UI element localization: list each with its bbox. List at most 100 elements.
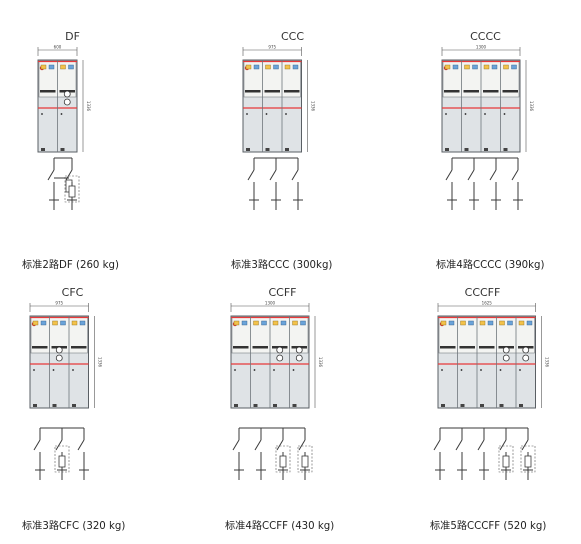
fuse-enclosure (297, 445, 313, 473)
foot-icon (41, 148, 45, 151)
indicator-icon (448, 320, 455, 326)
foot-icon (285, 148, 289, 151)
height-label: 1336 (545, 357, 550, 368)
handle-icon (41, 113, 43, 115)
single-line-diagram (445, 157, 523, 210)
indicator-icon (284, 64, 291, 70)
handle-icon (445, 113, 447, 115)
mimic-bar (440, 346, 456, 349)
mimic-bar (264, 90, 280, 93)
indicator-icon (472, 64, 478, 70)
fuse-icon (524, 455, 532, 468)
cabinet-diagram: 600 1336 (37, 45, 91, 153)
handle-icon (499, 369, 502, 371)
indicator-icon (292, 320, 298, 326)
foot-icon (503, 148, 508, 151)
handle-icon (503, 113, 506, 115)
height-label: 1336 (98, 357, 103, 368)
fuse-holder-icon (276, 354, 284, 362)
switch-blade (276, 439, 284, 451)
indicator-icon (265, 64, 271, 70)
fuse-holder-icon (55, 346, 63, 354)
foot-icon (460, 404, 465, 407)
fuse-icon (301, 455, 309, 468)
fuse-icon (68, 185, 76, 198)
fuse-holder-icon (276, 346, 284, 354)
switch-blade (65, 169, 73, 181)
config-code: CCCFF (464, 286, 501, 299)
config-code: DF (65, 30, 80, 43)
config-caption: 标准5路CCCFF (520 kg) (430, 521, 547, 532)
mimic-bar (502, 90, 518, 93)
indicator-icon (48, 64, 55, 70)
fuse-holder-icon (63, 98, 71, 106)
cabinet-diagram: 1300 1336 (230, 301, 323, 409)
indicator-icon (280, 320, 287, 326)
mimic-bar (284, 90, 300, 93)
foot-icon (480, 404, 484, 407)
cabinet-diagram: 1625 1336 (437, 301, 550, 409)
single-line-diagram (433, 427, 536, 480)
indicator-icon (479, 320, 486, 326)
indicator-icon (292, 64, 299, 70)
indicator-icon (253, 64, 260, 70)
indicator-icon (245, 64, 252, 70)
switch-blade (247, 169, 255, 181)
single-line-diagram (247, 157, 303, 210)
switch-blade (511, 169, 519, 181)
handle-icon (246, 113, 248, 115)
mimic-bar (463, 90, 479, 93)
foot-icon (52, 404, 57, 407)
handle-icon (253, 369, 256, 371)
handle-icon (464, 113, 467, 115)
handle-icon (441, 369, 443, 371)
handle-icon (484, 113, 486, 115)
fuse-enclosure (64, 175, 80, 203)
foot-icon (499, 404, 504, 407)
indicator-icon (253, 320, 259, 326)
indicator-icon (464, 64, 470, 70)
indicator-icon (491, 64, 498, 70)
switch-blade (55, 439, 63, 451)
width-label: 975 (268, 45, 276, 50)
handle-icon (273, 369, 275, 371)
fuse-holder-icon (295, 354, 303, 362)
indicator-icon (68, 64, 74, 70)
indicator-icon (444, 64, 451, 70)
config-cccff: CCCFF 1625 1336 标准5路CCCFF (520 kg) (390, 272, 581, 544)
indicator-icon (468, 320, 474, 326)
switch-blade (254, 439, 262, 451)
indicator-icon (507, 320, 513, 326)
indicator-icon (241, 320, 248, 326)
indicator-icon (440, 320, 447, 326)
indicator-icon (460, 320, 466, 326)
handle-icon (52, 369, 55, 371)
mimic-bar (71, 346, 87, 349)
fuse-enclosure (275, 445, 291, 473)
config-caption: 标准4路CCFF (430 kg) (225, 521, 335, 532)
switch-blade (232, 439, 240, 451)
single-line-diagram (33, 427, 89, 480)
fuse-holder-icon (502, 346, 510, 354)
height-label: 1336 (86, 101, 91, 112)
fuse-enclosure (54, 445, 70, 473)
switch-blade (477, 439, 485, 451)
switch-blade (455, 439, 463, 451)
width-label: 1625 (482, 301, 493, 306)
single-line-diagram (232, 427, 313, 480)
config-df: DF 600 1336 标准2路DF (260 kg) (0, 0, 195, 272)
handle-icon (265, 113, 268, 115)
config-code: CFC (61, 286, 84, 299)
switch-blade (521, 439, 529, 451)
fuse-holder-icon (502, 354, 510, 362)
config-ccc: CCC 975 1336 标准3路CCC (300kg) (195, 0, 390, 272)
indicator-icon (40, 320, 47, 326)
config-caption: 标准3路CCC (300kg) (231, 260, 333, 271)
config-code: CCCC (470, 30, 501, 43)
cabinet-diagram: 975 1336 (29, 301, 103, 409)
foot-icon (519, 404, 523, 407)
switch-blade (433, 439, 441, 451)
indicator-icon (499, 320, 505, 326)
foot-icon (33, 404, 37, 407)
mimic-bar (40, 90, 56, 93)
